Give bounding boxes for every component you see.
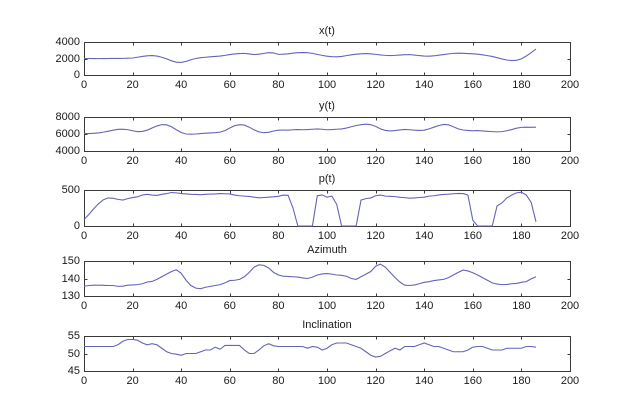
trace-line xyxy=(84,48,537,64)
axes-area xyxy=(84,336,571,372)
axes-box xyxy=(84,336,571,372)
x-tick-label: 160 xyxy=(463,300,482,312)
x-tick-label: 40 xyxy=(175,300,188,312)
y-tick-label: 0 xyxy=(73,220,80,232)
trace-line xyxy=(84,123,536,135)
trace-line xyxy=(83,263,537,290)
x-tick-label: 100 xyxy=(317,230,337,242)
x-tick-label: 60 xyxy=(223,375,236,387)
y-tick-label: 4000 xyxy=(55,145,80,157)
x-tick-label: 160 xyxy=(463,230,482,242)
x-tick-label: 0 xyxy=(80,230,88,242)
x-tick-label: 80 xyxy=(272,155,285,167)
x-tick-label: 40 xyxy=(175,79,188,91)
subplot-title: p(t) xyxy=(318,173,336,185)
x-tick-label: 60 xyxy=(223,230,236,242)
x-tick-label: 200 xyxy=(560,79,580,91)
x-tick-label: 140 xyxy=(415,300,434,312)
x-tick-label: 100 xyxy=(317,79,337,91)
y-tick-label: 2000 xyxy=(55,52,80,65)
x-tick-label: 200 xyxy=(560,230,580,242)
x-tick-label: 60 xyxy=(223,155,236,167)
x-tick-label: 180 xyxy=(512,79,531,91)
axes-area xyxy=(84,117,571,152)
x-tick-label: 120 xyxy=(366,300,385,312)
subplot-title: Inclination xyxy=(302,319,352,331)
x-tick-label: 120 xyxy=(366,230,385,242)
axes-area xyxy=(83,190,571,227)
x-tick-label: 40 xyxy=(175,155,188,167)
y-tick-label: 8000 xyxy=(55,111,80,123)
x-tick-label: 80 xyxy=(272,79,285,91)
y-tick-label: 45 xyxy=(67,365,80,377)
x-tick-label: 180 xyxy=(512,375,531,387)
y-tick-label: 140 xyxy=(61,272,80,285)
x-tick-label: 100 xyxy=(317,155,337,167)
y-tick-label: 0 xyxy=(73,69,80,81)
x-tick-label: 120 xyxy=(366,79,385,91)
x-tick-label: 40 xyxy=(175,230,188,242)
x-tick-label: 200 xyxy=(560,155,580,167)
x-tick-label: 160 xyxy=(463,155,482,167)
y-tick-label: 55 xyxy=(67,330,80,342)
x-tick-label: 140 xyxy=(415,375,434,387)
subplot-title: Azimuth xyxy=(307,244,347,256)
x-tick-label: 0 xyxy=(80,155,88,167)
axes-area xyxy=(84,42,571,76)
x-tick-label: 200 xyxy=(560,375,580,387)
x-tick-label: 20 xyxy=(126,79,139,91)
x-tick-label: 40 xyxy=(175,375,188,387)
trace-line xyxy=(83,191,537,227)
y-tick-label: 130 xyxy=(61,290,80,302)
x-tick-label: 180 xyxy=(512,230,531,242)
x-tick-label: 80 xyxy=(272,300,285,312)
x-tick-label: 0 xyxy=(80,300,88,312)
axes-box xyxy=(84,190,571,227)
y-tick-label: 150 xyxy=(61,255,80,267)
x-tick-label: 160 xyxy=(463,79,482,91)
axes-box xyxy=(84,42,571,76)
y-tick-label: 50 xyxy=(67,347,80,360)
x-tick-label: 80 xyxy=(272,375,285,387)
trace-line xyxy=(84,338,537,358)
x-tick-label: 200 xyxy=(560,300,580,312)
subplot-title: x(t) xyxy=(319,25,335,37)
axes-box xyxy=(84,117,571,152)
x-tick-label: 140 xyxy=(415,155,434,167)
x-tick-label: 180 xyxy=(512,300,531,312)
x-tick-label: 180 xyxy=(512,155,531,167)
x-tick-label: 80 xyxy=(272,230,285,242)
axes-box xyxy=(84,261,571,297)
x-tick-label: 60 xyxy=(223,79,236,91)
x-tick-label: 120 xyxy=(366,155,385,167)
x-tick-label: 20 xyxy=(126,230,139,242)
y-tick-label: 6000 xyxy=(55,128,80,140)
x-tick-label: 20 xyxy=(126,155,139,167)
x-tick-label: 100 xyxy=(317,300,337,312)
x-tick-label: 160 xyxy=(463,375,482,387)
x-tick-label: 100 xyxy=(317,375,337,387)
x-tick-label: 0 xyxy=(80,375,88,387)
x-tick-label: 140 xyxy=(415,79,434,91)
x-tick-label: 120 xyxy=(366,375,385,387)
y-tick-label: 500 xyxy=(61,184,80,196)
x-tick-label: 20 xyxy=(126,375,139,387)
x-tick-label: 0 xyxy=(80,79,88,91)
axes-area xyxy=(83,261,571,297)
x-tick-label: 20 xyxy=(126,300,139,312)
y-tick-label: 4000 xyxy=(55,36,80,48)
x-tick-label: 60 xyxy=(223,300,236,312)
subplot-title: y(t) xyxy=(319,100,335,112)
x-tick-label: 140 xyxy=(415,230,434,242)
